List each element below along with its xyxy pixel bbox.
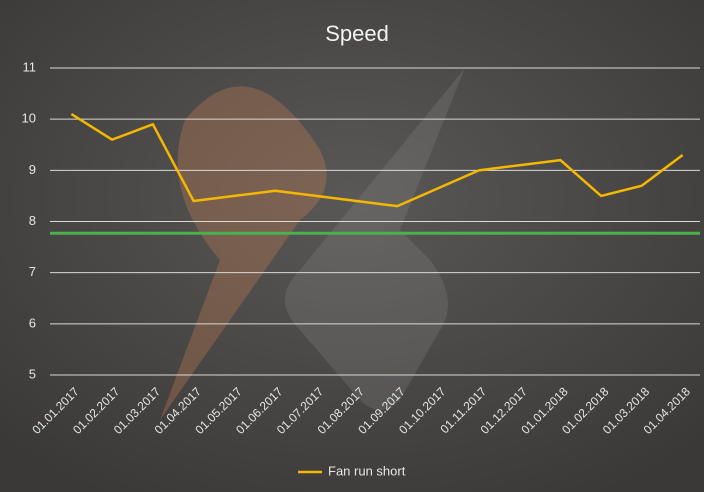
y-tick-label: 11 [23,59,37,74]
y-tick-label: 10 [22,111,36,126]
y-tick-label: 6 [29,315,36,330]
watermark [160,86,327,420]
y-tick-label: 5 [29,366,36,381]
y-tick-label: 9 [29,162,36,177]
line-series [70,112,684,208]
y-tick-label: 8 [29,213,36,228]
chart-title: Speed [325,21,389,46]
legend-label: Fan run short [328,463,406,478]
y-tick-label: 7 [29,264,36,279]
watermark [285,68,465,410]
